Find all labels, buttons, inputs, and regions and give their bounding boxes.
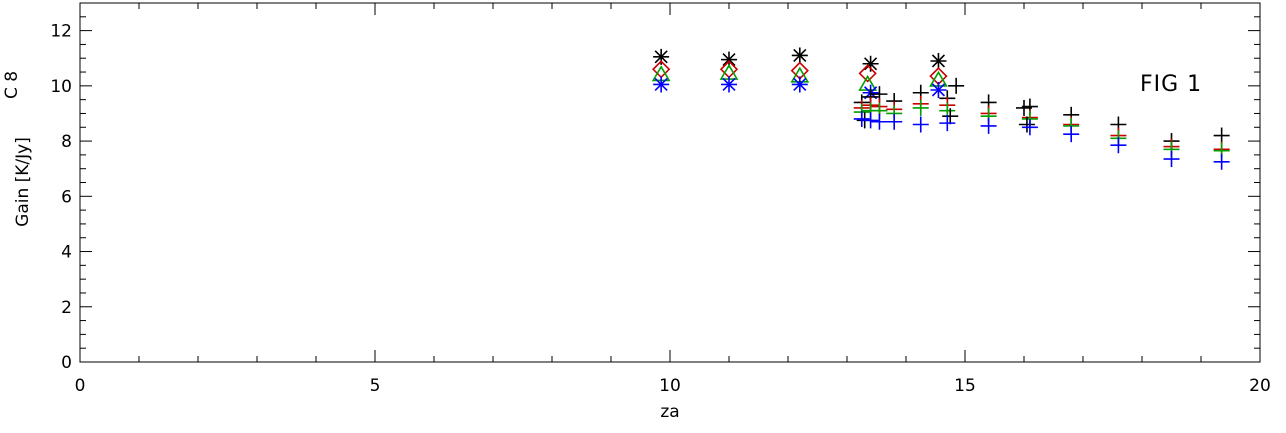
data-point xyxy=(886,113,903,130)
data-point xyxy=(653,48,670,65)
data-point xyxy=(980,117,997,134)
data-point xyxy=(862,112,879,129)
data-point xyxy=(930,81,947,98)
data-point xyxy=(791,47,808,64)
data-point xyxy=(791,76,808,93)
plot-frame xyxy=(79,2,1261,363)
data-marks xyxy=(651,47,1230,170)
data-point xyxy=(862,55,879,72)
y-tick-label: 10 xyxy=(50,77,72,97)
axes: 0 5 10 15 20 0 2 4 6 8 10 12 xyxy=(50,2,1271,396)
data-point xyxy=(1018,116,1035,133)
data-point xyxy=(1163,151,1180,168)
x-tick-label: 10 xyxy=(659,376,681,396)
data-point xyxy=(1213,127,1230,144)
y-tick-label: 8 xyxy=(61,132,72,152)
data-point xyxy=(858,64,877,83)
data-point xyxy=(853,110,870,127)
x-tick-label: 0 xyxy=(75,376,86,396)
data-point xyxy=(1063,126,1080,143)
figure-annotation: FIG 1 xyxy=(1140,72,1202,97)
x-axis-label: za xyxy=(660,402,679,422)
data-point xyxy=(912,116,929,133)
data-point xyxy=(1213,153,1230,170)
data-point xyxy=(1021,119,1038,136)
data-point xyxy=(912,99,929,116)
y-tick-label: 2 xyxy=(61,298,72,318)
data-point xyxy=(930,52,947,69)
x-tick-label: 5 xyxy=(370,376,381,396)
data-point xyxy=(721,76,737,93)
y-tick-label: 6 xyxy=(61,187,72,207)
corner-label: C 8 xyxy=(2,71,22,99)
data-point xyxy=(942,108,959,125)
x-tick-label: 20 xyxy=(1249,376,1271,396)
data-point xyxy=(1110,137,1127,154)
y-tick-label: 0 xyxy=(61,353,72,373)
data-point xyxy=(871,113,888,130)
data-point xyxy=(858,74,878,91)
data-point xyxy=(939,115,956,132)
data-point xyxy=(948,77,965,94)
y-tick-label: 12 xyxy=(50,22,72,42)
y-tick-label: 4 xyxy=(61,243,72,263)
y-axis-label: Gain [K/Jy] xyxy=(13,137,33,227)
data-point xyxy=(653,76,670,93)
x-tick-label: 15 xyxy=(954,376,976,396)
